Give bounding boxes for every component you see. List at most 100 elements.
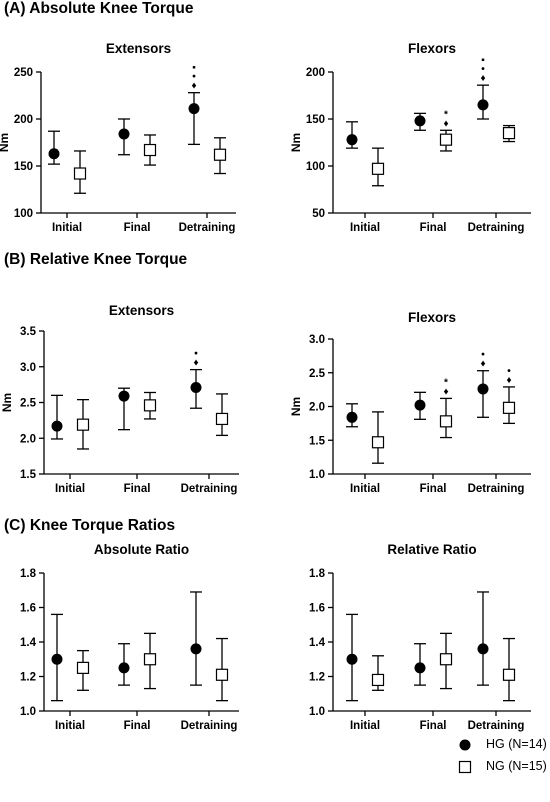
panel-1-y-label: Nm	[289, 133, 303, 152]
panel-3-ng-point	[502, 401, 516, 414]
panel-5-x-tick-label: Final	[420, 720, 447, 732]
section-title-c: (C) Knee Torque Ratios	[4, 517, 176, 534]
panel-2-y-tick-label: 1.5	[20, 469, 37, 481]
panel-5-ng-point	[502, 668, 516, 681]
panel-1-x-tick-label: Detraining	[468, 222, 525, 234]
panel-5-ng-point	[371, 673, 385, 687]
panel-2-y-tick-label: 3.5	[20, 326, 37, 338]
panel-0-y-tick-label: 200	[14, 114, 33, 126]
panel-4-x-tick-label: Final	[124, 720, 151, 732]
panel-5-y-tick-label: 1.8	[309, 568, 326, 580]
panel-1-significance-mark: ♦	[480, 73, 485, 84]
panel-0-significance-mark: ♦	[191, 81, 196, 92]
panel-1-x-tick-label: Final	[420, 222, 447, 234]
panel-2-y-tick-label: 2.0	[20, 433, 36, 445]
panel-4-y-tick-label: 1.2	[20, 672, 36, 684]
panel-0-hg-point	[48, 148, 60, 160]
open-square-icon	[458, 760, 472, 774]
panel-3-y-tick-label: 1.0	[309, 469, 325, 481]
panel-1-hg-point	[346, 134, 358, 146]
panel-4-y-tick-label: 1.4	[20, 637, 37, 649]
panel-1-ng-point	[371, 162, 385, 175]
panel-3-x-tick-label: Initial	[350, 483, 380, 495]
panel-4-hg-point	[51, 653, 63, 665]
panel-5-hg-point	[477, 643, 489, 655]
panel-2-x-tick-label: Final	[124, 483, 151, 495]
panel-5-x-tick-label: Initial	[350, 720, 380, 732]
panel-1-y-tick-label: 200	[306, 67, 325, 79]
panel-3-significance-mark: ♦	[443, 386, 448, 397]
panel-0-y-tick-label: 250	[14, 67, 33, 79]
panel-1-significance-mark: •	[481, 64, 485, 75]
legend-label-hg: HG (N=14)	[486, 737, 547, 751]
panel-3-hg-point	[477, 383, 489, 395]
panel-0-title: Extensors	[106, 41, 171, 56]
panel-0-ng-point	[213, 148, 227, 161]
panel-1-y-tick-label: 100	[306, 161, 325, 173]
panel-0-y-tick-label: 100	[14, 208, 33, 220]
panel-1-x-tick-label: Initial	[350, 222, 380, 234]
panel-3-significance-mark: ♦	[480, 359, 485, 370]
panel-3-y-tick-label: 1.5	[309, 435, 326, 447]
panel-4-hg-point	[118, 662, 130, 674]
panel-3-y-tick-label: 3.0	[309, 334, 325, 346]
panel-5-title: Relative Ratio	[387, 542, 476, 557]
panel-3-hg-point	[346, 411, 358, 423]
panel-2-ng-point	[76, 418, 90, 431]
panel-2-hg-point	[118, 390, 130, 402]
panel-4-x-tick-label: Detraining	[181, 720, 238, 732]
panel-3-y-tick-label: 2.0	[309, 402, 325, 414]
panel-3-x-tick-label: Detraining	[468, 483, 525, 495]
panel-3-significance-mark: ♦	[506, 375, 511, 386]
panel-5-ng-point	[439, 653, 453, 666]
panel-2-y-tick-label: 2.5	[20, 398, 37, 410]
section-title-a: (A) Absolute Knee Torque	[4, 0, 194, 17]
panel-1-ng-point	[502, 126, 516, 140]
panel-2-title: Extensors	[109, 303, 174, 318]
panel-3-significance-mark: *	[444, 377, 448, 388]
legend-label-ng: NG (N=15)	[486, 759, 547, 773]
panel-3-y-tick-label: 2.5	[309, 368, 326, 380]
panel-0-x-tick-label: Initial	[52, 222, 82, 234]
legend-item-ng: NG (N=15)	[458, 759, 550, 775]
panel-5-hg-point	[414, 662, 426, 674]
panel-0-significance-mark: ▪	[192, 63, 196, 74]
panel-3-x-tick-label: Final	[420, 483, 447, 495]
panel-2-y-label: Nm	[0, 393, 14, 412]
panel-1-y-tick-label: 50	[312, 208, 325, 220]
panel-1-hg-point	[477, 99, 489, 111]
panel-5-x-tick-label: Detraining	[468, 720, 525, 732]
panel-4-title: Absolute Ratio	[94, 542, 189, 557]
panel-1-ng-point	[439, 133, 453, 146]
panel-1-significance-mark: *	[444, 109, 448, 120]
legend-item-hg: HG (N=14)	[458, 737, 550, 753]
panel-0-significance-mark: •	[192, 72, 196, 83]
panel-3-significance-mark: •	[481, 350, 485, 361]
panel-5-hg-point	[346, 653, 358, 665]
panel-5-y-tick-label: 1.4	[309, 637, 326, 649]
panel-4-ng-point	[76, 661, 90, 674]
panel-4-x-tick-label: Initial	[55, 720, 85, 732]
panel-5-y-tick-label: 1.0	[309, 706, 325, 718]
panel-1-hg-point	[414, 115, 426, 127]
panel-0-ng-point	[73, 167, 87, 180]
panel-0-y-label: Nm	[0, 133, 11, 152]
panel-0-ng-point	[143, 143, 157, 157]
panel-4-y-tick-label: 1.6	[20, 603, 36, 615]
panel-4-y-tick-label: 1.0	[20, 706, 36, 718]
panel-3-ng-point	[371, 436, 385, 449]
panel-3-hg-point	[414, 399, 426, 411]
panel-0-x-tick-label: Final	[124, 222, 151, 234]
panel-1-title: Flexors	[408, 41, 456, 56]
panel-4-hg-point	[190, 643, 202, 655]
panel-2-hg-point	[190, 381, 202, 393]
panel-0-x-tick-label: Detraining	[179, 222, 236, 234]
panel-1-significance-mark: ▪	[481, 55, 485, 66]
filled-circle-icon	[459, 739, 471, 751]
panel-2-x-tick-label: Detraining	[181, 483, 238, 495]
panel-2-x-tick-label: Initial	[55, 483, 85, 495]
section-title-b: (B) Relative Knee Torque	[4, 251, 188, 268]
panel-3-y-label: Nm	[289, 397, 303, 416]
panel-3-title: Flexors	[408, 310, 456, 325]
